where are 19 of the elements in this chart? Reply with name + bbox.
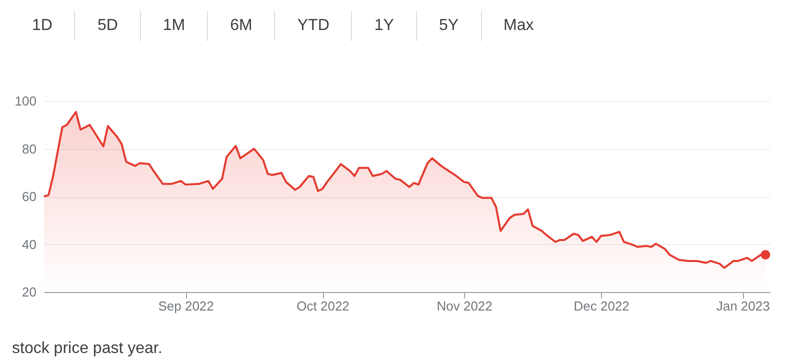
text: 1M <box>140 11 208 41</box>
y-tick-label: 20 <box>22 284 36 300</box>
text: stock price past year. <box>12 340 164 357</box>
text: YTD <box>274 11 352 41</box>
y-tick-label: 40 <box>22 236 36 252</box>
x-tick-label: Jan 2023 <box>716 298 770 314</box>
text: 5Y <box>416 11 481 41</box>
x-tick-label: Nov 2022 <box>436 298 492 314</box>
text: 5D <box>74 11 140 41</box>
y-tick-label: 80 <box>22 141 36 156</box>
x-tick-label: Oct 2022 <box>296 298 350 314</box>
y-tick-label: 100 <box>14 94 36 108</box>
x-tick-label: Dec 2022 <box>574 298 630 314</box>
text: Max <box>480 11 556 41</box>
text: 1Y <box>351 11 416 41</box>
y-tick-label: 60 <box>22 189 36 204</box>
x-tick-label: Sep 2022 <box>158 298 214 314</box>
text: 1D <box>31 16 54 36</box>
text: 6M <box>207 11 274 41</box>
